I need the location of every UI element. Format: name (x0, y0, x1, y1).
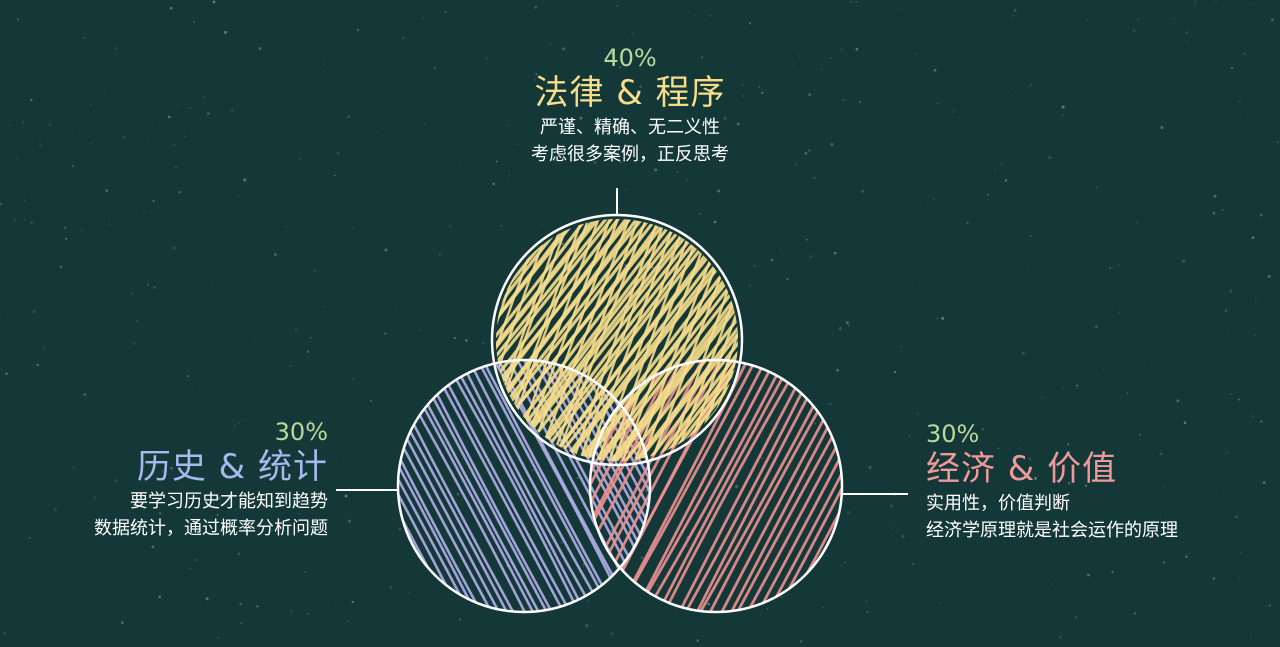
economics-desc-line2: 经济学原理就是社会运作的原理 (926, 520, 1178, 541)
economics-circle-outline (588, 358, 844, 614)
law-desc-line1: 严谨、精确、无二义性 (540, 117, 720, 138)
economics-title: 经济 & 价值 (926, 449, 1118, 489)
history-desc-line1: 要学习历史才能知到趋势 (130, 491, 328, 512)
economics-desc-line1: 实用性，价值判断 (926, 493, 1070, 514)
law-label-group: 40% 法律 & 程序 严谨、精确、无二义性 考虑很多案例，正反思考 (440, 44, 820, 168)
law-percent: 40% (603, 44, 657, 72)
history-label-group: 30% 历史 & 统计 要学习历史才能知到趋势 数据统计，通过概率分析问题 (20, 418, 328, 542)
economics-percent: 30% (926, 420, 980, 448)
law-title: 法律 & 程序 (534, 73, 726, 113)
economics-label-group: 30% 经济 & 价值 实用性，价值判断 经济学原理就是社会运作的原理 (926, 420, 1266, 544)
law-desc-line2: 考虑很多案例，正反思考 (531, 144, 729, 165)
history-percent: 30% (274, 418, 328, 446)
history-desc-line2: 数据统计，通过概率分析问题 (94, 518, 328, 539)
history-circle-outline (396, 358, 652, 614)
history-title: 历史 & 统计 (136, 447, 328, 487)
